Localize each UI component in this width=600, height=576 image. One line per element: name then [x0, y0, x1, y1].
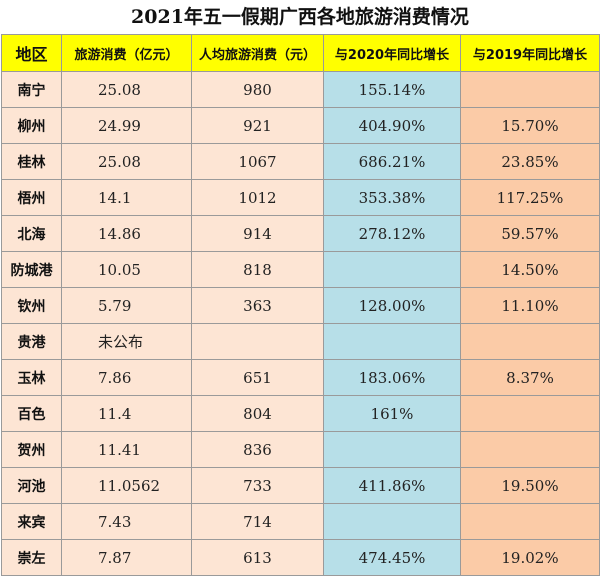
cell-per-capita — [191, 323, 324, 360]
cell-spending: 5.79 — [61, 287, 192, 324]
header-row: 地区 旅游消费（亿元） 人均旅游消费（元） 与2020年同比增长 与2019年同… — [1, 34, 600, 72]
cell-spending: 未公布 — [61, 323, 192, 360]
cell-growth-2020: 155.14% — [323, 71, 461, 108]
table-row: 北海 14.86 914 278.12% 59.57% — [1, 215, 600, 252]
cell-spending: 14.86 — [61, 215, 192, 252]
header-region: 地区 — [1, 34, 62, 72]
cell-region: 南宁 — [1, 71, 62, 108]
cell-region: 贺州 — [1, 431, 62, 468]
cell-per-capita: 651 — [191, 359, 324, 396]
cell-spending: 11.0562 — [61, 467, 192, 504]
cell-growth-2020: 161% — [323, 395, 461, 432]
cell-spending: 7.43 — [61, 503, 192, 540]
cell-per-capita: 613 — [191, 539, 324, 576]
cell-growth-2019: 19.02% — [460, 539, 600, 576]
table-row: 贺州 11.41 836 — [1, 431, 600, 468]
cell-region: 柳州 — [1, 107, 62, 144]
header-growth-2020: 与2020年同比增长 — [323, 34, 461, 72]
cell-per-capita: 1067 — [191, 143, 324, 180]
cell-growth-2019 — [460, 503, 600, 540]
cell-growth-2019 — [460, 71, 600, 108]
table-row: 百色 11.4 804 161% — [1, 395, 600, 432]
cell-per-capita: 914 — [191, 215, 324, 252]
cell-growth-2020: 686.21% — [323, 143, 461, 180]
cell-growth-2019: 117.25% — [460, 179, 600, 216]
table-row: 防城港 10.05 818 14.50% — [1, 251, 600, 288]
cell-growth-2019: 15.70% — [460, 107, 600, 144]
table-row: 柳州 24.99 921 404.90% 15.70% — [1, 107, 600, 144]
cell-spending: 7.86 — [61, 359, 192, 396]
cell-growth-2019 — [460, 395, 600, 432]
table-row: 贵港 未公布 — [1, 323, 600, 360]
table-row: 河池 11.0562 733 411.86% 19.50% — [1, 467, 600, 504]
cell-spending: 11.4 — [61, 395, 192, 432]
cell-growth-2019: 8.37% — [460, 359, 600, 396]
cell-growth-2019: 23.85% — [460, 143, 600, 180]
table-body: 南宁 25.08 980 155.14% 柳州 24.99 921 404.90% 15.70%… — [1, 71, 600, 576]
cell-growth-2020: 404.90% — [323, 107, 461, 144]
cell-growth-2020: 128.00% — [323, 287, 461, 324]
cell-growth-2020: 183.06% — [323, 359, 461, 396]
cell-region: 防城港 — [1, 251, 62, 288]
cell-region: 桂林 — [1, 143, 62, 180]
cell-region: 北海 — [1, 215, 62, 252]
cell-per-capita: 1012 — [191, 179, 324, 216]
cell-spending: 10.05 — [61, 251, 192, 288]
cell-region: 钦州 — [1, 287, 62, 324]
tourism-table: 地区 旅游消费（亿元） 人均旅游消费（元） 与2020年同比增长 与2019年同… — [1, 34, 600, 576]
cell-per-capita: 363 — [191, 287, 324, 324]
cell-growth-2019: 14.50% — [460, 251, 600, 288]
cell-growth-2020 — [323, 431, 461, 468]
cell-growth-2020: 411.86% — [323, 467, 461, 504]
cell-per-capita: 921 — [191, 107, 324, 144]
table-row: 钦州 5.79 363 128.00% 11.10% — [1, 287, 600, 324]
cell-per-capita: 714 — [191, 503, 324, 540]
cell-region: 来宾 — [1, 503, 62, 540]
header-growth-2019: 与2019年同比增长 — [460, 34, 600, 72]
cell-region: 玉林 — [1, 359, 62, 396]
table-row: 玉林 7.86 651 183.06% 8.37% — [1, 359, 600, 396]
cell-growth-2020: 474.45% — [323, 539, 461, 576]
cell-growth-2019 — [460, 323, 600, 360]
header-per-capita: 人均旅游消费（元） — [191, 34, 324, 72]
cell-region: 百色 — [1, 395, 62, 432]
table-row: 崇左 7.87 613 474.45% 19.02% — [1, 539, 600, 576]
cell-per-capita: 733 — [191, 467, 324, 504]
cell-spending: 7.87 — [61, 539, 192, 576]
table-row: 南宁 25.08 980 155.14% — [1, 71, 600, 108]
cell-per-capita: 804 — [191, 395, 324, 432]
cell-growth-2019: 11.10% — [460, 287, 600, 324]
table-row: 来宾 7.43 714 — [1, 503, 600, 540]
cell-growth-2019: 19.50% — [460, 467, 600, 504]
cell-spending: 25.08 — [61, 143, 192, 180]
cell-per-capita: 980 — [191, 71, 324, 108]
cell-per-capita: 836 — [191, 431, 324, 468]
cell-spending: 24.99 — [61, 107, 192, 144]
page-title: 2021年五一假期广西各地旅游消费情况 — [131, 6, 469, 28]
cell-growth-2019 — [460, 431, 600, 468]
cell-growth-2020 — [323, 251, 461, 288]
cell-spending: 14.1 — [61, 179, 192, 216]
cell-region: 河池 — [1, 467, 62, 504]
cell-growth-2020: 278.12% — [323, 215, 461, 252]
cell-per-capita: 818 — [191, 251, 324, 288]
cell-growth-2020: 353.38% — [323, 179, 461, 216]
cell-spending: 11.41 — [61, 431, 192, 468]
cell-spending: 25.08 — [61, 71, 192, 108]
cell-growth-2019: 59.57% — [460, 215, 600, 252]
table-row: 梧州 14.1 1012 353.38% 117.25% — [1, 179, 600, 216]
cell-region: 梧州 — [1, 179, 62, 216]
cell-region: 崇左 — [1, 539, 62, 576]
table-row: 桂林 25.08 1067 686.21% 23.85% — [1, 143, 600, 180]
cell-growth-2020 — [323, 503, 461, 540]
cell-region: 贵港 — [1, 323, 62, 360]
header-spending: 旅游消费（亿元） — [61, 34, 192, 72]
cell-growth-2020 — [323, 323, 461, 360]
